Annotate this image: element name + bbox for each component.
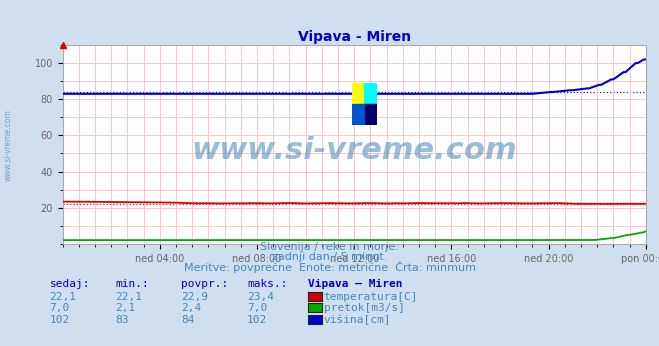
Bar — [352, 104, 364, 125]
Text: 7,0: 7,0 — [247, 303, 268, 313]
Text: 22,1: 22,1 — [115, 292, 142, 302]
Bar — [352, 83, 364, 104]
Text: 84: 84 — [181, 315, 194, 325]
Title: Vipava - Miren: Vipava - Miren — [298, 30, 411, 44]
Text: sedaj:: sedaj: — [49, 279, 90, 289]
Text: 22,9: 22,9 — [181, 292, 208, 302]
Text: višina[cm]: višina[cm] — [324, 315, 391, 325]
Text: www.si-vreme.com: www.si-vreme.com — [4, 109, 13, 181]
Text: min.:: min.: — [115, 279, 149, 289]
Text: 102: 102 — [247, 315, 268, 325]
Bar — [364, 104, 377, 125]
Bar — [364, 83, 377, 104]
Text: 7,0: 7,0 — [49, 303, 70, 313]
Text: 2,4: 2,4 — [181, 303, 202, 313]
Text: Vipava – Miren: Vipava – Miren — [308, 279, 403, 289]
Text: Slovenija / reke in morje.: Slovenija / reke in morje. — [260, 242, 399, 252]
Text: 83: 83 — [115, 315, 129, 325]
Text: 23,4: 23,4 — [247, 292, 274, 302]
Text: maks.:: maks.: — [247, 279, 287, 289]
Text: 22,1: 22,1 — [49, 292, 76, 302]
Text: zadnji dan / 5 minut.: zadnji dan / 5 minut. — [272, 252, 387, 262]
Text: Meritve: povprečne  Enote: metrične  Črta: minmum: Meritve: povprečne Enote: metrične Črta:… — [183, 261, 476, 273]
Text: temperatura[C]: temperatura[C] — [324, 292, 418, 302]
Text: 2,1: 2,1 — [115, 303, 136, 313]
Text: povpr.:: povpr.: — [181, 279, 229, 289]
Text: www.si-vreme.com: www.si-vreme.com — [191, 136, 517, 165]
Text: pretok[m3/s]: pretok[m3/s] — [324, 303, 405, 313]
Text: 102: 102 — [49, 315, 70, 325]
